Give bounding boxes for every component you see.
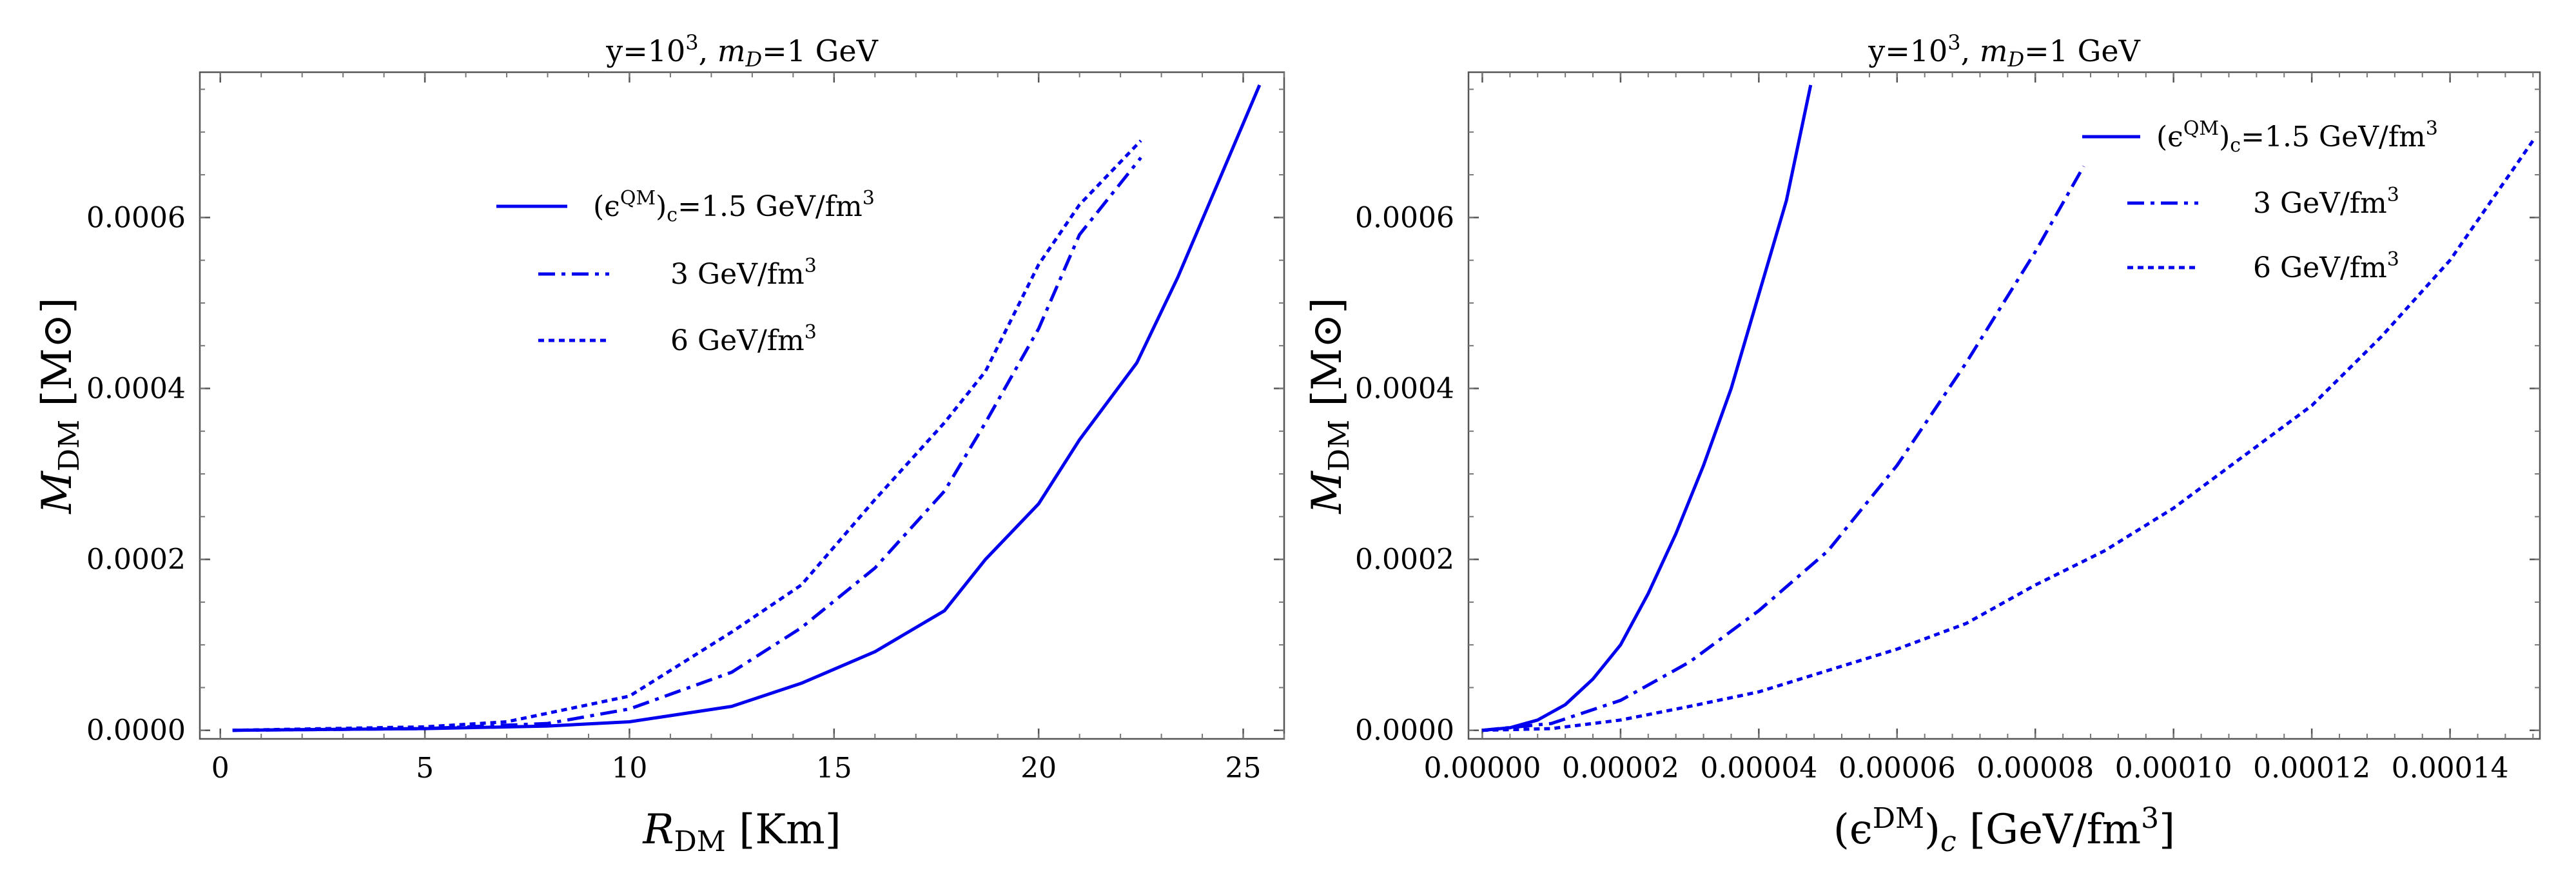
x-tick-label-right: 0.00014 (2392, 752, 2509, 785)
chart-right: 0.00000 0.00002 0.00004 0.00006 0.00008 0.000… (1303, 30, 2541, 858)
y-tick-label-left: 0.0006 (86, 201, 186, 234)
plot-frame-left (199, 71, 1285, 740)
series-line-dashdot-right (1482, 165, 2085, 732)
chart-title-left: y=103, mD=1 GeV (605, 30, 878, 72)
series-line-solid-right (1482, 84, 1813, 732)
x-tick-label-left: 25 (1225, 752, 1262, 785)
legend-left: (ϵQM)c=1.5 GeV/fm3 3 GeV/fm3 6 GeV/fm3 (496, 187, 875, 357)
y-tick-label-right: 0.0002 (1355, 544, 1454, 576)
legend-label-2-left: 3 GeV/fm3 (670, 255, 817, 291)
y-tick-label-right: 0.0004 (1355, 372, 1454, 405)
series-line-dashdot-left (232, 157, 1142, 732)
x-tick-label-right: 0.00000 (1423, 752, 1541, 785)
x-axis-label-left: RDM [Km] (642, 806, 841, 858)
series-group-right (1482, 84, 2535, 732)
series-group-left (232, 84, 1262, 732)
x-tick-label-left: 10 (611, 752, 647, 785)
legend-label-1-right: (ϵQM)c=1.5 GeV/fm3 (2156, 117, 2438, 157)
legend-label-3-right: 6 GeV/fm3 (2253, 248, 2399, 284)
y-axis-label-right: MDM [M⊙] (1303, 297, 1356, 514)
legend-label-3-left: 6 GeV/fm3 (670, 321, 817, 357)
y-tick-label-left: 0.0004 (86, 372, 186, 405)
y-tick-label-right: 0.0006 (1355, 201, 1454, 234)
legend-right: (ϵQM)c=1.5 GeV/fm3 3 GeV/fm3 6 GeV/fm3 (2082, 117, 2438, 284)
chart-left: 0 5 10 15 20 25 0.0000 0.0002 0.0004 0.0006 y=103… (34, 30, 1285, 858)
x-tick-label-right: 0.00012 (2253, 752, 2370, 785)
x-tick-label-right: 0.00006 (1839, 752, 1956, 785)
plot-frame-right (1467, 71, 2541, 740)
x-tick-label-left: 15 (816, 752, 852, 785)
legend-label-2-right: 3 GeV/fm3 (2253, 184, 2399, 220)
y-axis-label-left: MDM [M⊙] (34, 297, 86, 514)
y-tick-label-left: 0.0000 (86, 714, 186, 747)
ticks-right: 0.00000 0.00002 0.00004 0.00006 0.00008 0.000… (1355, 72, 2540, 785)
x-tick-label-right: 0.00010 (2115, 752, 2232, 785)
x-tick-label-right: 0.00002 (1562, 752, 1679, 785)
series-line-dotted-left (232, 139, 1142, 732)
series-line-solid-left (232, 84, 1262, 732)
x-tick-label-left: 0 (211, 752, 229, 785)
series-line-dotted-right (1482, 139, 2535, 732)
y-tick-label-left: 0.0002 (86, 544, 186, 576)
y-tick-label-right: 0.0000 (1355, 714, 1454, 747)
x-axis-label-right: (ϵDM)c [GeV/fm3] (1833, 802, 2175, 858)
x-tick-label-left: 20 (1020, 752, 1057, 785)
legend-label-1-left: (ϵQM)c=1.5 GeV/fm3 (593, 187, 875, 226)
x-tick-label-right: 0.00004 (1700, 752, 1817, 785)
x-tick-label-left: 5 (416, 752, 434, 785)
x-tick-label-right: 0.00008 (1976, 752, 2094, 785)
ticks-left: 0 5 10 15 20 25 0.0000 0.0002 0.0004 0.0006 (86, 72, 1285, 785)
chart-title-right: y=103, mD=1 GeV (1868, 30, 2140, 72)
